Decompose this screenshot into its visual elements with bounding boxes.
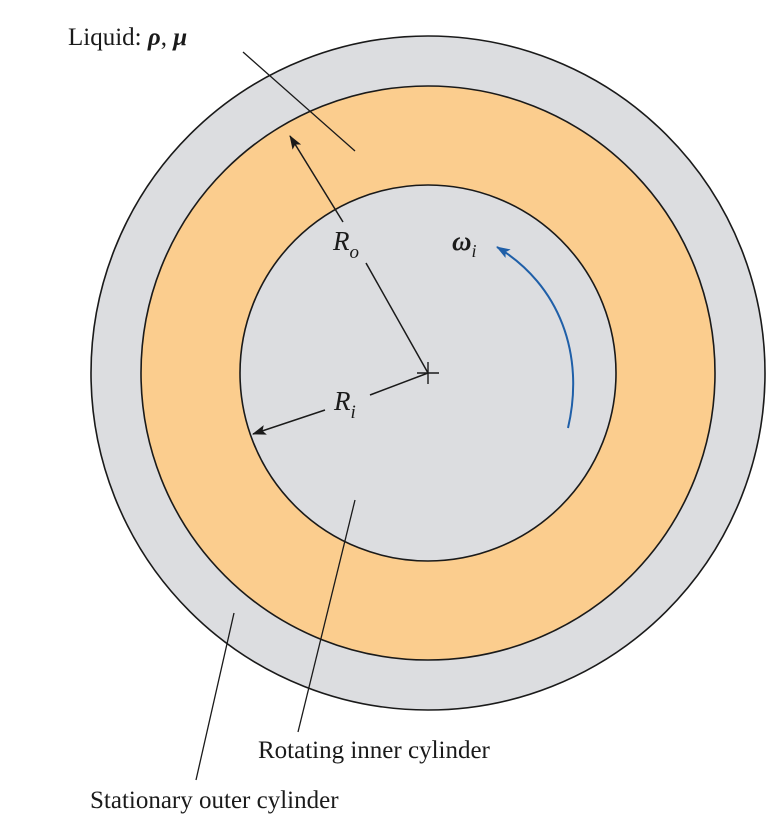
rotation-arrow: [496, 246, 575, 429]
outer-radius-arrow: [289, 135, 344, 223]
liquid-label: Liquid: ρ, μ: [68, 24, 187, 51]
inner-radius-arrow-upper: [369, 372, 429, 396]
omega-label: ωi: [452, 226, 477, 261]
outer-radius-label: Ro: [332, 226, 359, 263]
inner-cylinder-leader-line: [297, 499, 356, 733]
stationary-outer-cylinder-label: Stationary outer cylinder: [90, 787, 339, 814]
rotating-inner-cylinder-label: Rotating inner cylinder: [258, 737, 491, 764]
inner-radius-arrow: [252, 409, 326, 435]
inner-radius-label: Ri: [333, 386, 356, 423]
liquid-leader-line: [242, 51, 356, 152]
outer-cylinder-leader-line: [195, 612, 235, 781]
outer-radius-arrow-lower: [365, 262, 429, 374]
